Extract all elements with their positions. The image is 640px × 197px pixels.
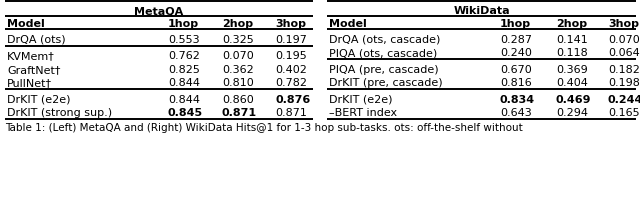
Text: DrKIT (strong sup.): DrKIT (strong sup.) (7, 108, 112, 118)
Text: Table 1: (Left) MetaQA and (Right) WikiData Hits@1 for 1-3 hop sub-tasks. ots: o: Table 1: (Left) MetaQA and (Right) WikiD… (5, 123, 523, 133)
Text: PullNet†: PullNet† (7, 78, 52, 88)
Text: 0.816: 0.816 (500, 78, 532, 88)
Text: 3hop: 3hop (275, 19, 306, 29)
Text: –BERT index: –BERT index (329, 108, 397, 118)
Text: 0.118: 0.118 (556, 48, 588, 58)
Text: 0.244: 0.244 (608, 95, 640, 105)
Text: 0.834: 0.834 (500, 95, 535, 105)
Text: 1hop: 1hop (168, 19, 199, 29)
Text: 0.362: 0.362 (222, 65, 253, 75)
Text: 0.404: 0.404 (556, 78, 588, 88)
Text: WikiData: WikiData (453, 6, 510, 16)
Text: 1hop: 1hop (500, 19, 531, 29)
Text: 0.064: 0.064 (608, 48, 640, 58)
Text: 0.762: 0.762 (168, 51, 200, 61)
Text: DrQA (ots): DrQA (ots) (7, 35, 66, 45)
Text: KVMem†: KVMem† (7, 51, 55, 61)
Text: 3hop: 3hop (608, 19, 639, 29)
Text: 0.643: 0.643 (500, 108, 532, 118)
Text: 0.845: 0.845 (168, 108, 203, 118)
Text: 0.871: 0.871 (222, 108, 257, 118)
Text: 0.325: 0.325 (222, 35, 253, 45)
Text: 0.141: 0.141 (556, 35, 588, 45)
Text: DrKIT (pre, cascade): DrKIT (pre, cascade) (329, 78, 443, 88)
Text: Model: Model (329, 19, 367, 29)
Text: 0.198: 0.198 (608, 78, 640, 88)
Text: 0.070: 0.070 (222, 51, 253, 61)
Text: 0.402: 0.402 (275, 65, 307, 75)
Text: 0.871: 0.871 (275, 108, 307, 118)
Text: 0.782: 0.782 (275, 78, 307, 88)
Text: 0.553: 0.553 (168, 35, 200, 45)
Text: 0.070: 0.070 (608, 35, 640, 45)
Text: 0.860: 0.860 (222, 95, 253, 105)
Text: 0.670: 0.670 (500, 65, 532, 75)
Text: 0.195: 0.195 (275, 51, 307, 61)
Text: DrKIT (e2e): DrKIT (e2e) (7, 95, 70, 105)
Text: PIQA (pre, cascade): PIQA (pre, cascade) (329, 65, 438, 75)
Text: GraftNet†: GraftNet† (7, 65, 60, 75)
Text: PIQA (ots, cascade): PIQA (ots, cascade) (329, 48, 437, 58)
Text: 2hop: 2hop (222, 19, 253, 29)
Text: 0.876: 0.876 (275, 95, 310, 105)
Text: 0.287: 0.287 (500, 35, 532, 45)
Text: DrKIT (e2e): DrKIT (e2e) (329, 95, 392, 105)
Text: 0.240: 0.240 (500, 48, 532, 58)
Text: 0.844: 0.844 (168, 95, 200, 105)
Text: 0.294: 0.294 (556, 108, 588, 118)
Text: 0.825: 0.825 (168, 65, 200, 75)
Text: 0.469: 0.469 (556, 95, 591, 105)
Text: 0.369: 0.369 (556, 65, 588, 75)
Text: 0.182: 0.182 (608, 65, 640, 75)
Text: 0.810: 0.810 (222, 78, 253, 88)
Text: DrQA (ots, cascade): DrQA (ots, cascade) (329, 35, 440, 45)
Text: 2hop: 2hop (556, 19, 587, 29)
Text: 0.844: 0.844 (168, 78, 200, 88)
Text: MetaQA: MetaQA (134, 6, 184, 16)
Text: Model: Model (7, 19, 45, 29)
Text: 0.165: 0.165 (608, 108, 639, 118)
Text: 0.197: 0.197 (275, 35, 307, 45)
